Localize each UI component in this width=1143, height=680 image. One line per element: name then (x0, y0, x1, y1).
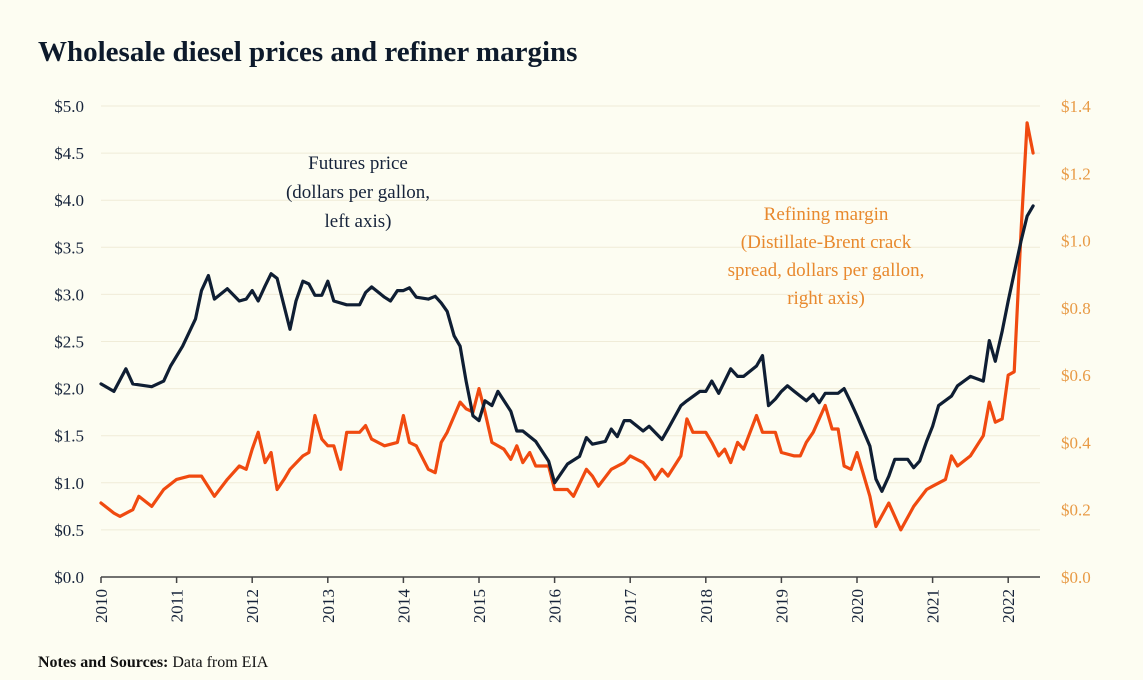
source-note-text: Data from EIA (168, 654, 268, 671)
left-tick-label: $2.0 (54, 380, 84, 399)
right-tick-label: $1.4 (1061, 97, 1091, 116)
left-tick-label: $1.5 (54, 427, 84, 446)
left-tick-label: $0.0 (54, 568, 84, 587)
futures-annotation-line: (dollars per gallon, (286, 182, 430, 203)
futures-annotation-line: left axis) (324, 211, 391, 232)
futures-annotation: Futures price (dollars per gallon, left … (286, 153, 430, 232)
right-tick-label: $1.2 (1061, 164, 1091, 183)
x-tick-label: 2018 (697, 589, 716, 623)
margin-annotation-line: spread, dollars per gallon, (728, 260, 925, 281)
margin-annotation: Refining margin (Distillate-Brent crack … (728, 204, 925, 309)
source-note: Notes and Sources: Data from EIA (38, 654, 269, 671)
right-tick-label: $0.8 (1061, 299, 1091, 318)
x-tick-label: 2019 (772, 589, 791, 623)
left-tick-label: $4.5 (54, 144, 84, 163)
source-note-label: Notes and Sources: (38, 654, 168, 671)
x-tick-label: 2021 (924, 589, 943, 623)
right-tick-label: $0.6 (1061, 366, 1091, 385)
x-tick-label: 2015 (470, 589, 489, 623)
x-tick-label: 2017 (621, 589, 640, 624)
left-axis-ticks: $0.0 $0.5 $1.0 $1.5 $2.0 $2.5 $3.0 $3.5 $4.0 $4.5… (54, 97, 84, 587)
right-axis-ticks: $0.0 $0.2 $0.4 $0.6 $0.8 $1.0 $1.2 $1.4 (1061, 97, 1091, 587)
left-tick-label: $1.0 (54, 474, 84, 493)
left-tick-label: $2.5 (54, 333, 84, 352)
left-tick-label: $3.5 (54, 238, 84, 257)
margin-annotation-line: (Distillate-Brent crack (741, 232, 912, 253)
chart-title: Wholesale diesel prices and refiner marg… (38, 36, 577, 68)
x-axis: 2010 2011 2012 2013 2014 2015 2016 2017 2018 2019… (92, 576, 1040, 624)
refining-margin-line (99, 121, 1035, 532)
margin-annotation-line: Refining margin (764, 204, 889, 225)
series-layer (99, 121, 1035, 532)
x-tick-label: 2014 (394, 589, 413, 624)
left-tick-label: $0.5 (54, 521, 84, 540)
x-tick-label: 2011 (168, 589, 187, 622)
futures-annotation-line: Futures price (308, 153, 408, 174)
right-tick-label: $1.0 (1061, 232, 1091, 251)
futures-price-line (99, 204, 1035, 493)
right-tick-label: $0.0 (1061, 568, 1091, 587)
x-tick-label: 2012 (243, 589, 262, 623)
margin-annotation-line: right axis) (787, 288, 865, 309)
left-tick-label: $5.0 (54, 97, 84, 116)
x-tick-label: 2016 (546, 589, 565, 623)
x-tick-label: 2022 (999, 589, 1018, 623)
x-tick-label: 2010 (92, 589, 111, 623)
left-tick-label: $4.0 (54, 191, 84, 210)
right-tick-label: $0.2 (1061, 501, 1091, 520)
x-tick-label: 2013 (319, 589, 338, 623)
left-tick-label: $3.0 (54, 285, 84, 304)
right-tick-label: $0.4 (1061, 433, 1091, 452)
x-tick-label: 2020 (848, 589, 867, 623)
